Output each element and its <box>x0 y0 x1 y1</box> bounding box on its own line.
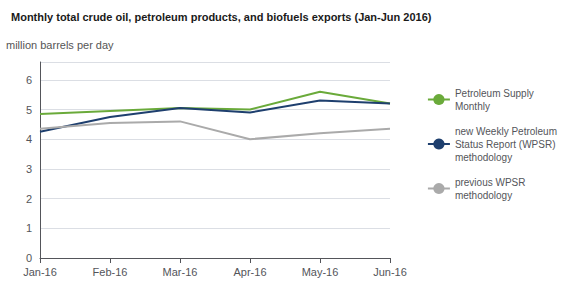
svg-text:Jan-16: Jan-16 <box>23 266 57 278</box>
svg-text:Feb-16: Feb-16 <box>93 266 128 278</box>
svg-text:Jun-16: Jun-16 <box>373 266 407 278</box>
svg-text:Status Report (WPSR): Status Report (WPSR) <box>455 139 556 150</box>
svg-text:0: 0 <box>26 252 32 264</box>
svg-text:previous WPSR: previous WPSR <box>455 177 526 188</box>
svg-text:Monthly: Monthly <box>455 101 490 112</box>
svg-text:new Weekly Petroleum: new Weekly Petroleum <box>455 126 557 137</box>
svg-text:Monthly total crude oil, petro: Monthly total crude oil, petroleum produ… <box>11 11 432 23</box>
svg-text:4: 4 <box>26 133 32 145</box>
svg-text:6: 6 <box>26 74 32 86</box>
svg-text:5: 5 <box>26 104 32 116</box>
svg-text:Petroleum Supply: Petroleum Supply <box>455 88 534 99</box>
svg-text:May-16: May-16 <box>302 266 339 278</box>
svg-text:methodology: methodology <box>455 190 512 201</box>
svg-text:million barrels per day: million barrels per day <box>6 39 114 51</box>
svg-text:Apr-16: Apr-16 <box>233 266 266 278</box>
svg-text:3: 3 <box>26 163 32 175</box>
svg-text:methodology: methodology <box>455 152 512 163</box>
svg-text:Mar-16: Mar-16 <box>163 266 198 278</box>
svg-text:2: 2 <box>26 193 32 205</box>
svg-text:1: 1 <box>26 222 32 234</box>
